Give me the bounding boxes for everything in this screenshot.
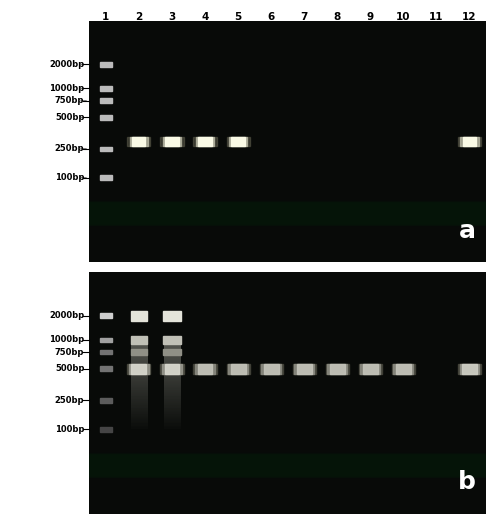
Bar <box>165 137 179 146</box>
Bar <box>327 364 347 374</box>
Bar <box>165 364 180 374</box>
Bar <box>100 313 112 318</box>
Text: 250bp: 250bp <box>55 396 84 405</box>
Bar <box>127 137 150 146</box>
Text: 11: 11 <box>429 12 444 22</box>
Bar <box>462 364 477 374</box>
Text: —: — <box>80 174 87 181</box>
Text: 5: 5 <box>235 12 242 22</box>
Bar <box>100 398 112 402</box>
Text: b: b <box>458 470 476 494</box>
Bar <box>231 364 246 374</box>
Bar <box>193 137 217 146</box>
Bar <box>100 99 112 103</box>
Text: 750bp: 750bp <box>55 96 84 105</box>
Bar <box>131 364 146 374</box>
Text: 7: 7 <box>301 12 308 22</box>
Bar <box>392 364 415 374</box>
Bar <box>197 364 212 374</box>
Text: 9: 9 <box>367 12 374 22</box>
Bar <box>196 137 214 146</box>
Bar <box>359 364 382 374</box>
Bar <box>396 364 411 374</box>
Bar <box>163 311 181 321</box>
Text: 2000bp: 2000bp <box>49 60 84 69</box>
Text: 8: 8 <box>334 12 341 22</box>
Text: a: a <box>459 219 476 243</box>
Bar <box>393 364 413 374</box>
Bar <box>162 364 182 374</box>
Bar <box>160 364 184 374</box>
Bar <box>460 137 479 146</box>
Text: —: — <box>80 61 87 68</box>
Bar <box>326 364 349 374</box>
Bar <box>458 137 481 146</box>
Bar <box>127 364 150 374</box>
Bar <box>163 336 181 344</box>
Bar <box>130 349 147 355</box>
Text: 2: 2 <box>135 12 142 22</box>
Bar <box>100 337 112 342</box>
Text: 500bp: 500bp <box>55 364 84 374</box>
Bar <box>100 366 112 372</box>
Bar <box>330 364 345 374</box>
Bar <box>163 137 181 146</box>
Bar <box>228 364 248 374</box>
Text: 12: 12 <box>462 12 477 22</box>
Bar <box>100 176 112 180</box>
Bar <box>229 137 247 146</box>
Bar <box>198 137 212 146</box>
Bar <box>100 115 112 119</box>
Text: 750bp: 750bp <box>55 347 84 356</box>
Bar <box>160 137 184 146</box>
Bar <box>100 350 112 354</box>
Text: 6: 6 <box>267 12 275 22</box>
Bar <box>100 62 112 67</box>
Bar <box>460 364 480 374</box>
Text: 250bp: 250bp <box>55 144 84 153</box>
Text: 500bp: 500bp <box>55 113 84 122</box>
Text: 1000bp: 1000bp <box>49 84 84 93</box>
Bar <box>130 311 147 321</box>
Bar <box>130 336 147 344</box>
Text: —: — <box>80 97 87 104</box>
Bar <box>195 364 215 374</box>
Text: 4: 4 <box>201 12 209 22</box>
Bar <box>227 137 249 146</box>
Bar <box>363 364 378 374</box>
Text: —: — <box>80 85 87 92</box>
Bar <box>227 364 249 374</box>
Bar <box>259 364 283 374</box>
Text: 100bp: 100bp <box>55 424 84 434</box>
Bar <box>463 137 476 146</box>
Bar <box>264 364 279 374</box>
Bar <box>163 349 181 355</box>
Text: 100bp: 100bp <box>55 173 84 182</box>
Bar <box>100 147 112 151</box>
Bar <box>297 364 311 374</box>
Text: —: — <box>80 114 87 121</box>
Text: 2000bp: 2000bp <box>49 311 84 320</box>
Bar <box>261 364 281 374</box>
Text: 10: 10 <box>396 12 411 22</box>
Bar <box>100 86 112 91</box>
Text: —: — <box>80 146 87 152</box>
Bar <box>132 137 145 146</box>
Bar <box>293 364 316 374</box>
Bar <box>458 364 481 374</box>
Bar <box>100 427 112 432</box>
Bar <box>294 364 314 374</box>
Bar <box>193 364 217 374</box>
Text: 3: 3 <box>168 12 176 22</box>
Bar <box>361 364 380 374</box>
Text: 1000bp: 1000bp <box>49 335 84 344</box>
Bar <box>232 137 245 146</box>
Bar <box>129 364 149 374</box>
Text: 1: 1 <box>102 12 110 22</box>
Bar <box>130 137 148 146</box>
